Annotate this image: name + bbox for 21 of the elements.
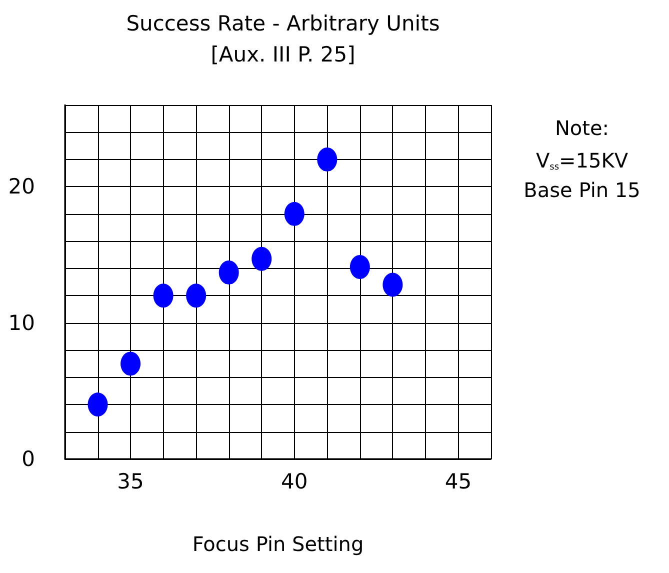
- x-tick-label: 45: [444, 470, 472, 494]
- y-tick-label: 0: [22, 447, 35, 471]
- x-tick-label: 35: [117, 470, 144, 494]
- point: [252, 246, 272, 271]
- point: [88, 392, 108, 417]
- chart-title: Success Rate - Arbitrary Units: [126, 12, 440, 36]
- y-tick-label: 10: [8, 310, 35, 335]
- point: [218, 260, 239, 284]
- y-tick-label: 20: [8, 174, 35, 199]
- text: Note:: [554, 116, 610, 140]
- chart-subtitle: [Aux. III P. 25]: [210, 42, 356, 66]
- point: [120, 352, 141, 376]
- point: [382, 272, 403, 297]
- point: [153, 284, 174, 308]
- x-axis-title: Focus Pin Setting: [192, 532, 364, 556]
- point: [284, 202, 304, 226]
- text: Base Pin 15: [524, 178, 640, 202]
- point: [350, 255, 370, 280]
- x-tick-label: 40: [281, 470, 308, 494]
- point: [186, 284, 206, 308]
- point: [317, 147, 338, 172]
